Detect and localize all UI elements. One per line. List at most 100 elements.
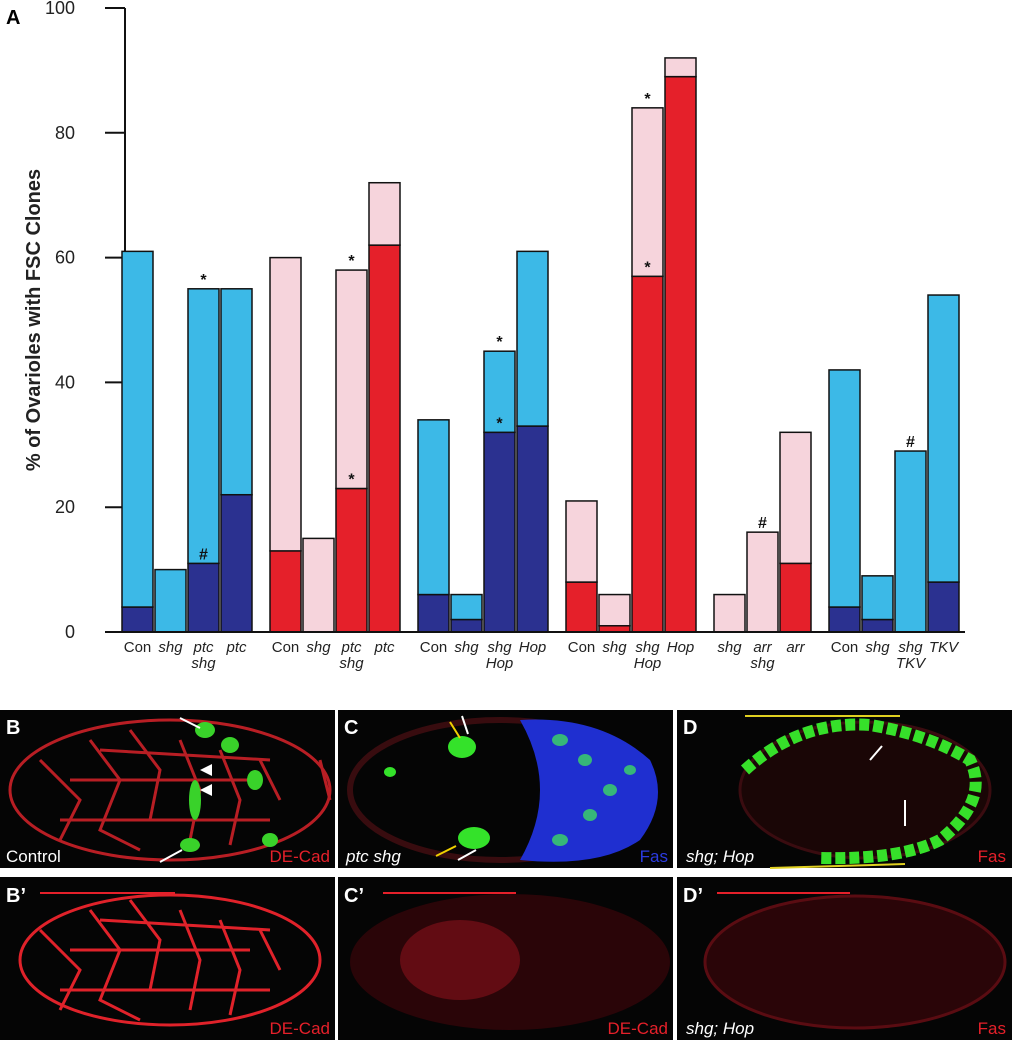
- x-tick-label: Hop: [667, 639, 695, 656]
- x-tick-label: arr: [786, 639, 805, 656]
- bar-segment: [927, 581, 960, 633]
- bar-segment: [861, 618, 894, 633]
- bar-segment: [828, 606, 861, 633]
- y-tick-label: 0: [65, 622, 75, 642]
- x-tick-label: TKV: [929, 639, 960, 656]
- image: [0, 710, 335, 868]
- x-tick-label: shg: [750, 655, 775, 672]
- annotation: *: [200, 272, 207, 289]
- annotation: *: [348, 253, 355, 270]
- x-tick-label: Con: [124, 639, 152, 656]
- bar-segment: [220, 288, 253, 496]
- y-tick-label: 100: [45, 0, 75, 18]
- bar-segment: [861, 575, 894, 621]
- bar-segment: [187, 288, 220, 565]
- panel-b2: B’ DE-Cad: [0, 877, 335, 1040]
- annotation: #: [199, 546, 208, 563]
- panel-label: C: [344, 717, 358, 739]
- bar-segment: [664, 75, 697, 633]
- bar-segment: [368, 181, 401, 246]
- x-tick-label: arr: [753, 639, 772, 656]
- bar-segment: [664, 57, 697, 78]
- bar-segment: [927, 294, 960, 583]
- x-tick-label: ptc: [192, 639, 214, 656]
- bar-segment: [746, 531, 779, 633]
- caption: DE-Cad: [270, 847, 330, 866]
- x-tick-label: TKV: [896, 655, 927, 672]
- x-tick-label: Con: [272, 639, 300, 656]
- caption: shg; Hop: [686, 847, 754, 866]
- panel-label: B’: [6, 885, 26, 907]
- panel-label: D’: [683, 885, 703, 907]
- bar-segment: [335, 487, 368, 633]
- bar-segment: [779, 562, 812, 633]
- bar-segment: [269, 256, 302, 552]
- y-axis-title: % of Ovarioles with FSC Clones: [23, 169, 45, 471]
- bar-segment: [187, 562, 220, 633]
- annotation: *: [644, 91, 651, 108]
- tissue: [703, 894, 1007, 1030]
- panel-label: D: [683, 717, 697, 739]
- x-tick-label: Con: [831, 639, 859, 656]
- x-tick-label: shg: [454, 639, 479, 656]
- arrows: [159, 717, 201, 863]
- bar-segment: [269, 550, 302, 633]
- stain: [520, 719, 658, 862]
- clones: [384, 736, 490, 849]
- bar-segment: [121, 250, 154, 608]
- cell-outlines: [8, 718, 332, 862]
- panel-d: D shg; Hop Fas: [677, 710, 1012, 869]
- guide-line: [769, 863, 906, 869]
- caption: Fas: [978, 1019, 1006, 1038]
- panel-d2: D’ shg; Hop Fas: [677, 877, 1012, 1040]
- x-tick-label: Hop: [486, 655, 514, 672]
- bar-segment: [450, 593, 483, 621]
- x-tick-label: Con: [420, 639, 448, 656]
- x-tick-label: ptc: [340, 639, 362, 656]
- arrowheads: [200, 764, 212, 796]
- x-tick-label: shg: [158, 639, 183, 656]
- x-tick-label: shg: [306, 639, 331, 656]
- annotation: *: [644, 259, 651, 276]
- annotation: #: [906, 434, 915, 451]
- bar-segment: [154, 568, 187, 633]
- x-tick-label: shg: [487, 639, 512, 656]
- bars: [121, 57, 960, 633]
- bar-segment: [483, 350, 516, 434]
- cell-outlines: [18, 893, 322, 1027]
- bar-segment: [598, 593, 631, 627]
- y-tick-label: 60: [55, 248, 75, 268]
- bar-segment: [121, 606, 154, 633]
- x-tick-label: shg: [898, 639, 923, 656]
- x-tick-label: shg: [635, 639, 660, 656]
- caption: Fas: [640, 847, 668, 866]
- x-tick-label: Hop: [519, 639, 547, 656]
- x-tick-label: shg: [602, 639, 627, 656]
- bar-segment: [483, 431, 516, 633]
- panel-label: A: [6, 7, 20, 29]
- bar-segment: [894, 450, 927, 633]
- arrows: [435, 721, 461, 857]
- x-tick-label: ptc: [373, 639, 395, 656]
- annotation: #: [758, 515, 767, 532]
- panel-c: C ptc shg Fas: [338, 710, 673, 868]
- x-tick-label: shg: [339, 655, 364, 672]
- cells: [180, 722, 278, 852]
- cells: [552, 734, 636, 846]
- x-tick-label: ptc: [225, 639, 247, 656]
- bar-segment: [565, 500, 598, 583]
- annotation: *: [496, 334, 503, 351]
- bar-segment: [335, 269, 368, 490]
- arrows: [869, 745, 906, 826]
- bar-segment: [565, 581, 598, 633]
- bar-segment: [302, 537, 335, 633]
- bar-segment: [368, 244, 401, 633]
- x-tick-label: Con: [568, 639, 596, 656]
- bar-segment: [516, 425, 549, 633]
- bar-segment: [516, 250, 549, 427]
- x-tick-label: Hop: [634, 655, 662, 672]
- stain: [400, 920, 520, 1000]
- bar-segment: [417, 419, 450, 596]
- panel-c2: C’ DE-Cad: [338, 877, 673, 1040]
